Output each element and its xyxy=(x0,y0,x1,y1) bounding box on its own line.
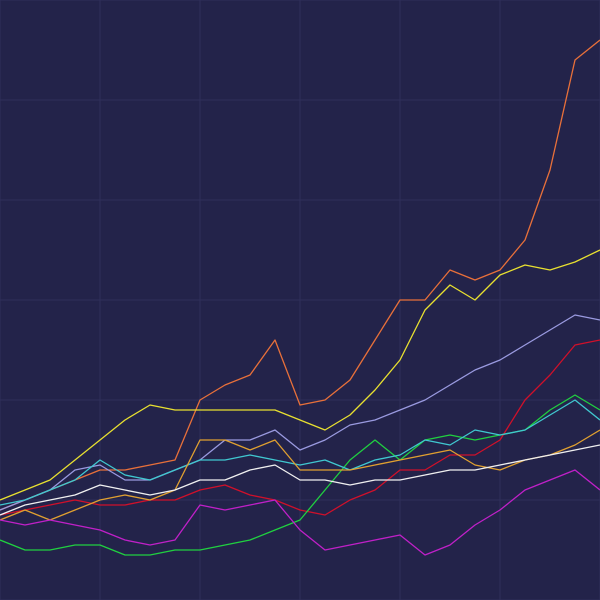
series-line xyxy=(0,314,600,511)
series-line xyxy=(0,469,600,556)
series-line xyxy=(0,339,600,516)
series-line xyxy=(0,429,600,521)
series-line xyxy=(0,399,600,506)
series-line xyxy=(0,444,600,516)
series-line xyxy=(0,249,600,501)
series-line xyxy=(0,39,600,511)
